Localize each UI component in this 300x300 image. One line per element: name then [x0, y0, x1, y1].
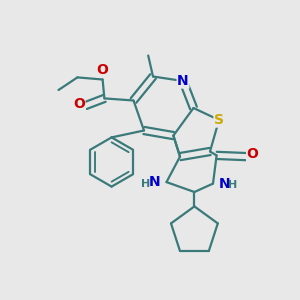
Text: O: O [73, 97, 85, 111]
Text: N: N [149, 175, 160, 189]
Text: N: N [177, 74, 189, 88]
Text: H: H [228, 180, 237, 190]
Text: N: N [219, 177, 230, 190]
Text: O: O [247, 147, 259, 161]
Text: O: O [97, 63, 109, 77]
Text: S: S [214, 113, 224, 127]
Text: H: H [142, 178, 151, 189]
